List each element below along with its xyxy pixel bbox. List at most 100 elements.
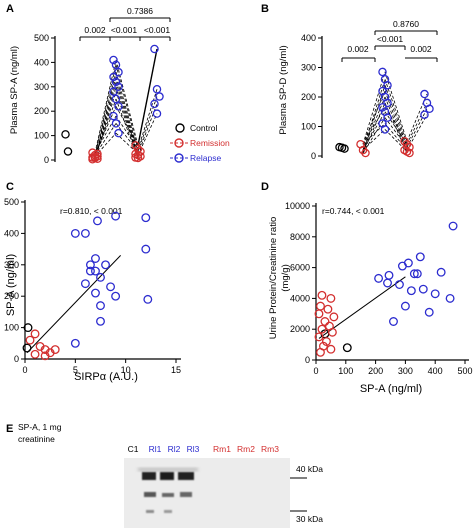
point-d-relapse (383, 278, 392, 288)
point-d-remission (329, 312, 339, 322)
point-c-remission (40, 351, 50, 361)
pair-line (362, 96, 386, 151)
panel-c-correlation: r=0.810, < 0.001 (60, 206, 123, 216)
pair-line (137, 48, 158, 146)
panel-c-xlabel: SIRPα (A.U.) (74, 371, 138, 383)
point-b-relapse (383, 98, 392, 108)
pair-line (115, 123, 139, 152)
point-d-remission (314, 309, 324, 319)
pair-line (384, 71, 408, 142)
pair-line (94, 72, 117, 157)
point-c-relapse (96, 301, 105, 311)
point-a-relapse (111, 60, 121, 70)
point-c-relapse (96, 272, 105, 282)
point-d-relapse (374, 273, 384, 283)
point-b-relapse (420, 110, 429, 119)
panel-c: C SP-A (ng/ml) SIRPα (A.U.) r=0.810, < 0… (4, 181, 181, 383)
point-d-relapse (403, 258, 413, 268)
xtick-label: 5 (73, 365, 78, 375)
lane-label: Rl1 (149, 444, 162, 454)
point-c-relapse (141, 213, 151, 223)
point-a-relapse (155, 92, 164, 101)
point-a-remission (88, 155, 97, 164)
ytick-label: 0 (311, 151, 316, 161)
sig-b-right: 0.002 (410, 44, 432, 54)
ytick-label: 300 (301, 63, 316, 73)
sig-b-left: 0.002 (347, 44, 369, 54)
legend-control: Control (190, 123, 218, 133)
point-d-remission (316, 347, 325, 357)
point-c-control (23, 323, 33, 333)
point-d-relapse (424, 307, 434, 317)
lane-label: C1 (128, 444, 139, 454)
panel-letter-b: B (261, 3, 269, 15)
panel-letter-a: A (6, 3, 14, 15)
point-c-relapse (111, 211, 121, 221)
lane-label: Rl2 (168, 444, 181, 454)
pair-line (362, 85, 386, 154)
point-d-control (342, 343, 352, 353)
panel-b: B Plasma SP-D (ng/ml) 0 100 200 300 400 0.00… (261, 3, 438, 161)
point-c-relapse (93, 216, 102, 226)
pair-line (94, 76, 117, 158)
point-d-relapse (406, 286, 416, 296)
pair-line (362, 90, 386, 145)
ytick-label: 2000 (290, 324, 310, 334)
point-b-remission (405, 148, 414, 158)
blot-title-1: SP-A, 1 mg (18, 422, 62, 432)
point-c-relapse (85, 260, 95, 270)
ytick-label: 100 (4, 323, 19, 333)
point-a-relapse (114, 102, 123, 111)
pair-line (362, 111, 386, 151)
point-a-relapse (109, 111, 118, 121)
pair-line (384, 79, 408, 145)
point-c-remission (50, 345, 60, 355)
point-a-relapse (109, 87, 118, 96)
sig-a-mid: <0.001 (111, 25, 138, 35)
ytick-label: 0 (305, 355, 310, 365)
ytick-label: 400 (34, 57, 49, 67)
point-b-relapse (378, 103, 387, 112)
point-d-remission (327, 327, 337, 337)
ytick-label: 6000 (290, 263, 310, 273)
point-d-remission (317, 324, 327, 334)
point-d-relapse (445, 293, 455, 303)
pair-line (384, 90, 408, 151)
point-c-relapse (91, 288, 100, 298)
point-c-remission (30, 329, 40, 339)
point-a-relapse (111, 94, 121, 104)
panel-a-ylabel: Plasma SP-A (ng/ml) (9, 46, 20, 134)
point-a-relapse (111, 119, 121, 128)
pair-line (362, 71, 386, 145)
legend-relapse: Relapse (190, 153, 221, 163)
point-c-relapse (91, 266, 100, 276)
point-c-relapse (80, 279, 90, 289)
panel-d-xlabel: SP-A (ng/ml) (360, 383, 422, 395)
point-d-relapse (418, 284, 428, 294)
pair-line (115, 76, 139, 155)
ytick-label: 10000 (285, 201, 310, 211)
lane-label: Rm2 (237, 444, 255, 454)
point-d-remission (320, 317, 330, 326)
point-a-relapse (152, 109, 162, 118)
ytick-label: 500 (4, 197, 19, 207)
ytick-label: 8000 (290, 232, 310, 242)
panel-e: E SP-A, 1 mg creatinine C1 Rl1 Rl2 Rl3 Rm1 Rm… (6, 422, 323, 528)
point-d-remission (316, 301, 325, 311)
pair-line (362, 117, 386, 154)
xtick-label: 100 (338, 366, 353, 376)
point-d-remission (326, 293, 336, 303)
marker-40kda: 40 kDa (296, 464, 323, 474)
panel-letter-d: D (261, 181, 269, 193)
point-d-remission (314, 332, 324, 342)
point-c-relapse (80, 228, 90, 238)
sig-a-left: 0.002 (84, 25, 106, 35)
sig-a-right: <0.001 (144, 25, 171, 35)
point-c-relapse (141, 244, 151, 254)
point-a-remission (93, 149, 102, 159)
point-b-remission (361, 148, 370, 158)
point-a-relapse (111, 77, 121, 87)
point-c-control (22, 343, 32, 353)
xtick-label: 500 (457, 366, 472, 376)
point-b-relapse (378, 67, 387, 77)
